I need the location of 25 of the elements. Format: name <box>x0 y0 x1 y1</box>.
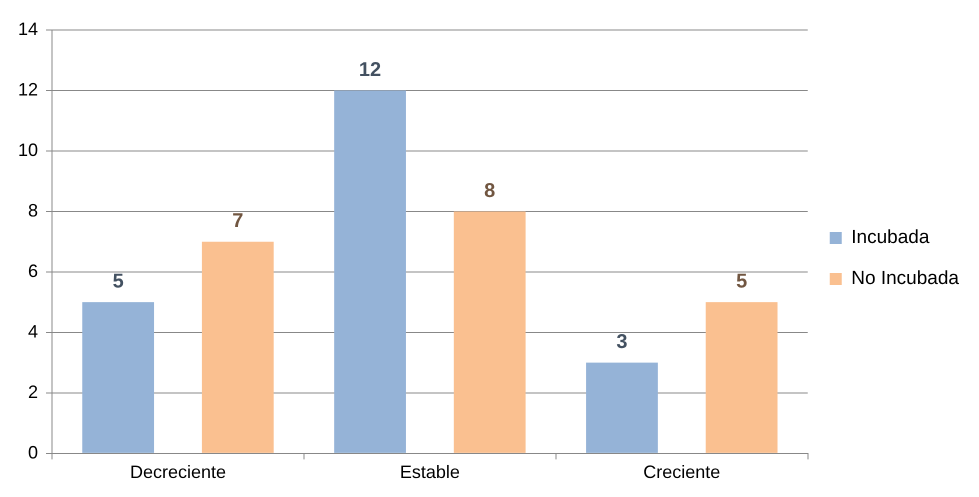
x-tick-label: Estable <box>400 462 460 482</box>
data-label: 5 <box>736 270 748 293</box>
bar <box>202 242 274 453</box>
legend-label: No Incubada <box>851 268 960 290</box>
y-tick-label: 14 <box>18 18 38 39</box>
bar <box>586 362 658 453</box>
x-tick-label: Creciente <box>643 462 720 482</box>
y-tick-label: 6 <box>28 260 38 281</box>
bar <box>706 302 778 453</box>
bar <box>82 302 154 453</box>
y-tick-label: 2 <box>28 382 38 402</box>
data-label: 3 <box>616 331 628 354</box>
data-label: 5 <box>112 270 124 293</box>
y-tick-label: 4 <box>28 321 38 342</box>
bar <box>334 90 406 453</box>
y-tick-label: 0 <box>28 442 38 462</box>
y-tick-label: 12 <box>18 79 38 100</box>
data-label: 12 <box>358 59 382 81</box>
y-tick-label: 8 <box>28 200 38 220</box>
y-tick-label: 10 <box>18 140 38 160</box>
bar <box>454 211 526 453</box>
legend-label: Incubada <box>851 227 930 248</box>
data-label: 8 <box>484 180 496 202</box>
x-tick-label: Decreciente <box>130 462 226 482</box>
data-label: 7 <box>232 210 244 232</box>
